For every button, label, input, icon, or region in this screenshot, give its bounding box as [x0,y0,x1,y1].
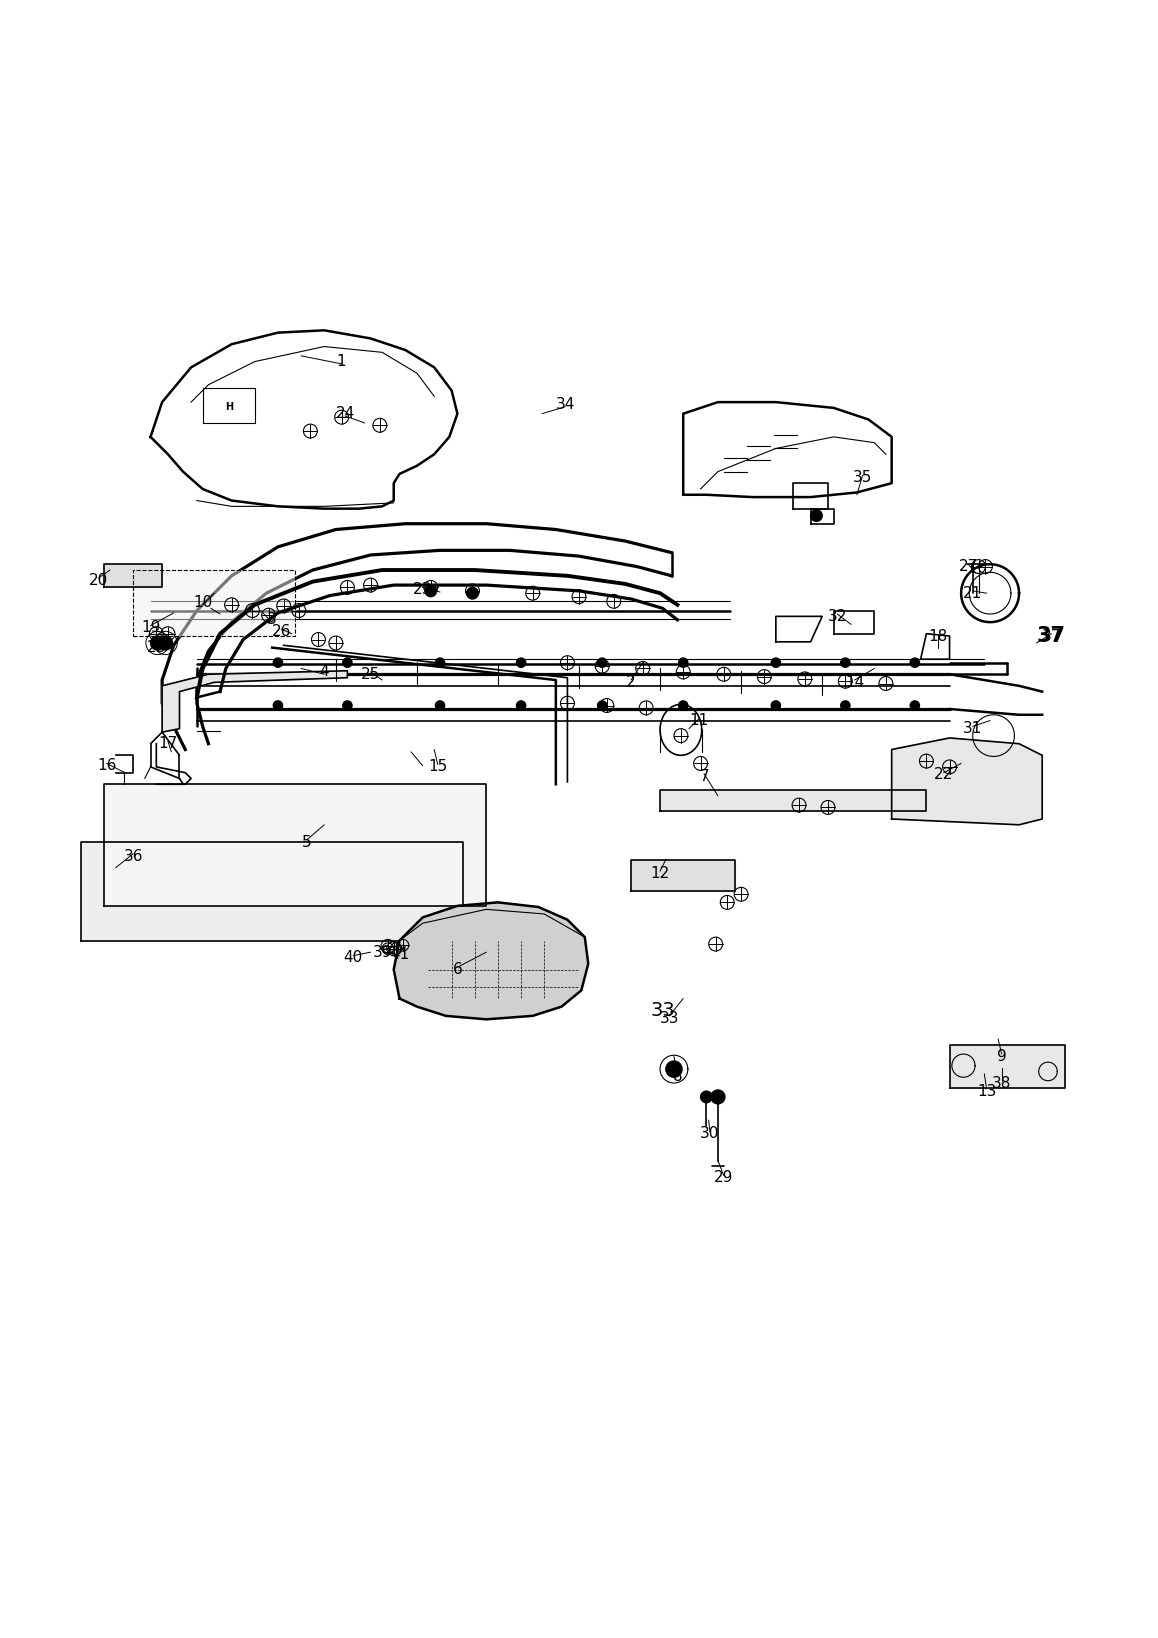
Text: 1: 1 [337,354,346,369]
Text: 11: 11 [690,713,709,727]
Circle shape [435,658,445,667]
Circle shape [425,585,437,596]
Circle shape [159,636,173,650]
Polygon shape [104,785,486,906]
Text: 3: 3 [267,613,277,627]
Text: 9: 9 [997,1048,1006,1065]
Circle shape [679,701,688,711]
Text: 23: 23 [413,581,432,598]
Text: 35: 35 [853,470,872,485]
Text: 18: 18 [929,629,947,644]
Polygon shape [660,790,926,811]
Circle shape [598,658,607,667]
Polygon shape [104,563,162,588]
Text: 38: 38 [992,1076,1011,1091]
Text: 14: 14 [845,675,864,690]
Circle shape [273,701,283,711]
Circle shape [435,701,445,711]
Text: 16: 16 [97,758,116,773]
Circle shape [811,509,822,521]
Polygon shape [683,401,892,496]
Text: 31: 31 [963,721,982,735]
Circle shape [679,658,688,667]
Circle shape [273,658,283,667]
Text: 37: 37 [1042,629,1061,644]
Circle shape [343,701,352,711]
Text: 39: 39 [373,945,391,960]
Polygon shape [162,672,347,732]
Polygon shape [151,331,457,509]
Text: 34: 34 [556,396,574,411]
Circle shape [841,701,850,711]
Text: 40: 40 [344,950,362,965]
Circle shape [910,658,919,667]
Polygon shape [81,842,463,940]
Text: 2: 2 [626,675,636,690]
Text: 15: 15 [428,760,447,775]
Circle shape [910,701,919,711]
Circle shape [151,636,164,650]
Circle shape [771,658,780,667]
Text: 10: 10 [193,595,212,609]
Text: 6: 6 [453,962,462,976]
Polygon shape [394,903,588,1019]
Circle shape [516,701,526,711]
Circle shape [841,658,850,667]
Circle shape [467,588,478,600]
Text: 19: 19 [141,621,160,636]
Circle shape [343,658,352,667]
Text: 21: 21 [963,586,982,601]
Text: 5: 5 [302,835,312,850]
Text: 20: 20 [89,573,108,588]
Circle shape [711,1089,725,1104]
Text: 36: 36 [124,848,142,863]
Circle shape [516,658,526,667]
Text: 33: 33 [650,1001,675,1019]
Text: 32: 32 [828,609,846,624]
Text: 7: 7 [699,768,709,783]
Text: 29: 29 [714,1171,733,1186]
Polygon shape [950,1045,1065,1088]
Circle shape [771,701,780,711]
Text: 30: 30 [701,1127,719,1142]
Text: 8: 8 [673,1068,682,1084]
Text: 12: 12 [651,867,669,881]
Text: 37: 37 [1036,626,1067,645]
Text: 22: 22 [935,768,953,783]
Text: 24: 24 [336,406,354,421]
Text: 27: 27 [959,559,977,573]
Polygon shape [631,860,735,891]
Text: 25: 25 [361,667,380,681]
Circle shape [598,701,607,711]
Text: 4: 4 [320,665,329,680]
Text: 17: 17 [159,735,177,752]
Text: 13: 13 [977,1084,996,1099]
Text: 33: 33 [660,1011,679,1025]
Text: 28: 28 [147,640,166,655]
Text: 26: 26 [272,624,291,639]
Polygon shape [892,739,1042,826]
Text: 41: 41 [390,947,409,962]
Circle shape [701,1091,712,1102]
Polygon shape [133,570,295,636]
Circle shape [666,1061,682,1078]
Text: H: H [225,401,234,411]
